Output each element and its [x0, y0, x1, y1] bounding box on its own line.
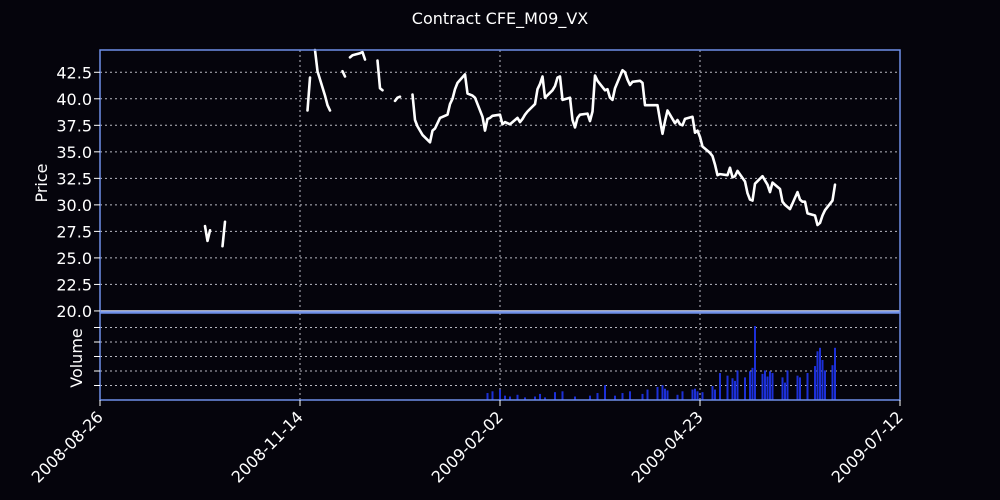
volume-bar — [614, 395, 616, 400]
volume-bar — [734, 380, 736, 400]
price-line-segment — [348, 50, 367, 61]
volume-bar — [796, 375, 799, 400]
volume-axis-label: Volume — [67, 328, 86, 388]
volume-bar — [764, 370, 766, 400]
volume-bar — [676, 394, 679, 400]
volume-y-ticks — [94, 327, 100, 386]
volume-bar — [691, 389, 694, 400]
volume-bar — [486, 393, 489, 400]
volume-bar — [666, 390, 669, 400]
volume-bar — [524, 397, 526, 400]
volume-bar — [814, 366, 816, 400]
price-y-ticks: 20.0 22.5 25.0 27.5 30.0 32.5 35.0 37.5 40.0 42.5 — [56, 63, 100, 321]
volume-bar — [784, 382, 786, 400]
volume-panel: Volume — [67, 312, 901, 401]
price-frame — [99, 49, 901, 313]
volume-bar — [824, 370, 826, 400]
price-tick-label: 32.5 — [56, 169, 92, 188]
volume-bar — [816, 351, 819, 400]
volume-bar — [781, 377, 784, 400]
price-line-segment — [313, 48, 332, 112]
volume-bar — [766, 376, 769, 400]
volume-bar — [744, 377, 746, 400]
volume-bar — [499, 389, 501, 400]
volume-bar — [589, 395, 591, 400]
volume-bar — [574, 396, 576, 400]
volume-bar — [646, 389, 649, 400]
volume-bar — [831, 365, 834, 400]
volume-bar — [641, 393, 644, 400]
volume-bar — [726, 375, 729, 400]
volume-bar — [561, 391, 564, 400]
price-grid — [99, 50, 901, 312]
volume-bar — [711, 386, 714, 400]
volume-bar — [534, 396, 536, 400]
volume-bar — [749, 371, 751, 400]
price-axis-label: Price — [32, 163, 51, 202]
volume-bar — [769, 371, 771, 400]
volume-bar — [516, 394, 519, 400]
price-line-segment — [341, 69, 347, 78]
price-line-segment — [411, 68, 837, 227]
volume-bar — [786, 370, 789, 400]
volume-bar — [664, 388, 666, 400]
chart-title: Contract CFE_M09_VX — [412, 9, 589, 29]
price-tick-label: 22.5 — [56, 275, 92, 294]
volume-bar — [731, 378, 734, 400]
price-tick-label: 37.5 — [56, 116, 92, 135]
volume-bar — [629, 391, 631, 400]
volume-bar — [821, 359, 824, 400]
volume-bar — [736, 370, 739, 400]
price-line-segment — [203, 224, 212, 243]
price-tick-label: 30.0 — [56, 196, 92, 215]
volume-bar — [509, 396, 511, 400]
price-line-segment — [221, 220, 227, 248]
price-lines — [203, 48, 837, 248]
volume-bar — [771, 373, 774, 400]
volume-bar — [554, 392, 556, 400]
price-line-segment — [393, 95, 402, 103]
volume-bar — [504, 395, 506, 400]
volume-bar — [661, 385, 664, 400]
price-line-segment — [376, 59, 384, 92]
volume-bar — [834, 347, 836, 400]
price-tick-label: 40.0 — [56, 90, 92, 109]
volume-bar — [604, 385, 606, 400]
volume-bar — [751, 367, 754, 400]
volume-bar — [596, 393, 599, 400]
volume-bar — [714, 389, 716, 400]
volume-bar — [719, 373, 721, 400]
volume-bar — [799, 377, 801, 400]
price-tick-label: 27.5 — [56, 222, 92, 241]
volume-bar — [701, 392, 704, 400]
volume-bar — [681, 391, 684, 400]
price-tick-label: 25.0 — [56, 249, 92, 268]
volume-bar — [539, 393, 541, 400]
price-tick-label: 35.0 — [56, 143, 92, 162]
volume-bar — [491, 391, 494, 400]
price-tick-label: 20.0 — [56, 302, 92, 321]
volume-bar — [656, 386, 659, 400]
volume-bar — [754, 326, 756, 400]
price-line-segment — [306, 76, 312, 112]
volume-bar — [819, 347, 821, 400]
volume-bar — [806, 373, 809, 400]
volume-bar — [696, 391, 699, 400]
price-panel: 20.0 22.5 25.0 27.5 30.0 32.5 35.0 37.5 40.0 42.5… — [32, 48, 901, 321]
price-tick-label: 42.5 — [56, 63, 92, 82]
volume-bar — [544, 397, 546, 400]
volume-bar — [761, 373, 764, 400]
volume-bar — [621, 393, 624, 400]
volume-bars — [486, 326, 836, 400]
volume-bar — [694, 388, 696, 400]
